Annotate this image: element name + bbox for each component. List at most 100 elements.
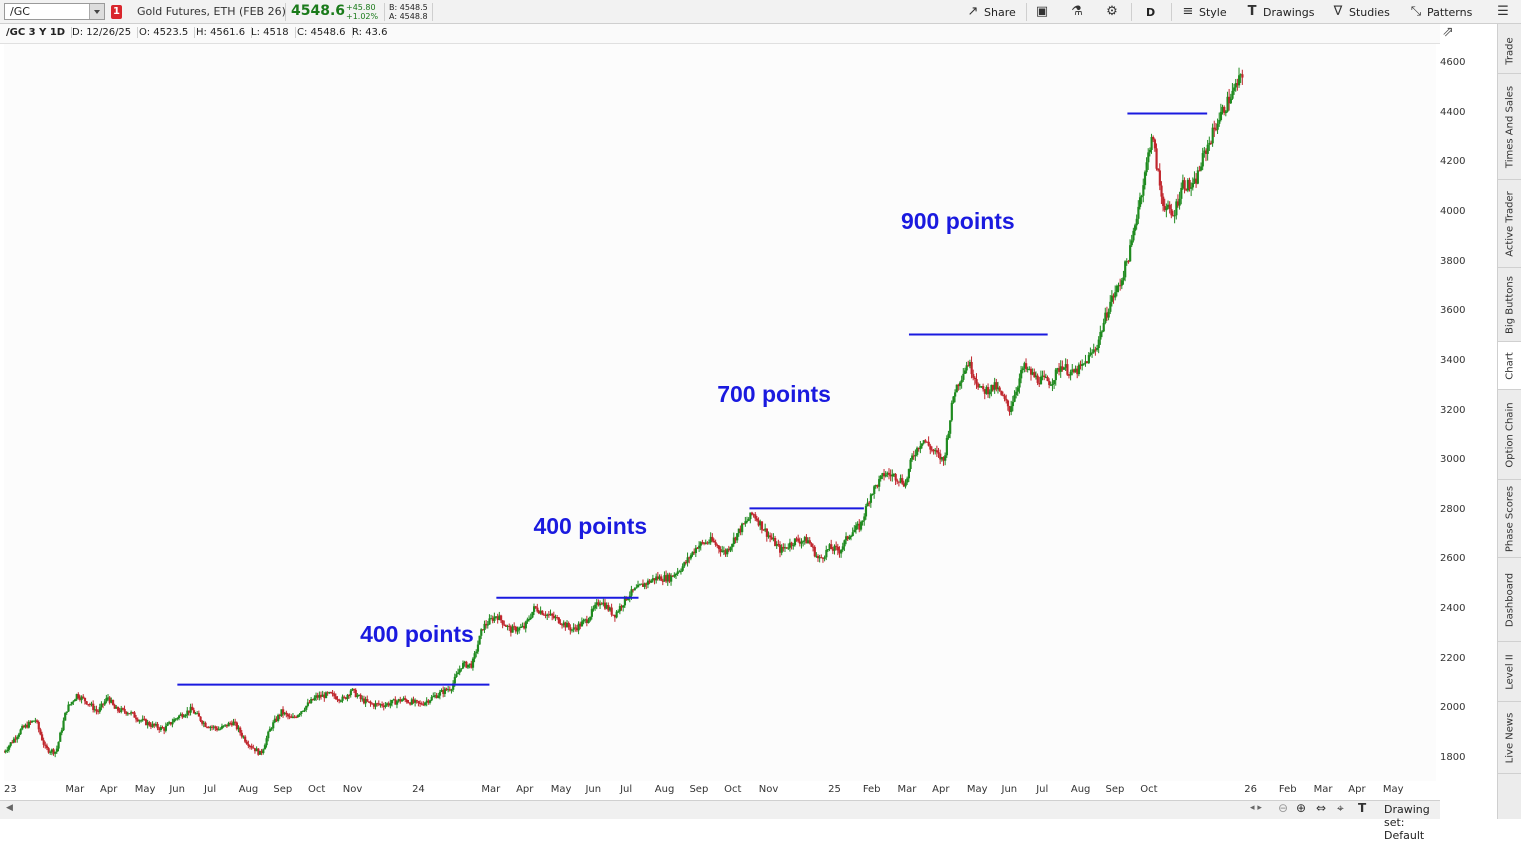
candle-body: [1071, 369, 1074, 372]
candle-body: [141, 718, 144, 721]
candle-body: [968, 361, 972, 366]
candle-body: [372, 704, 376, 707]
candle-body: [39, 729, 42, 735]
candle-body: [1041, 375, 1044, 377]
candle-body: [1185, 188, 1188, 191]
side-tab-trade[interactable]: Trade: [1498, 28, 1521, 74]
candle-body: [671, 575, 674, 577]
candle-body: [4, 750, 7, 752]
candle-body: [92, 703, 95, 710]
zoom-out-icon[interactable]: ⊖: [1278, 801, 1289, 815]
side-tab-chart[interactable]: Chart: [1498, 342, 1521, 390]
side-tab-option-chain[interactable]: Option Chain: [1498, 390, 1521, 480]
candle-body: [1048, 380, 1051, 385]
candle-body: [511, 626, 514, 633]
side-tab-live-news[interactable]: Live News: [1498, 702, 1521, 774]
candle-body: [1216, 123, 1219, 130]
drawing-set-label[interactable]: Drawing set: Default: [1384, 803, 1430, 842]
patterns-button[interactable]: ⤡ Patterns: [1409, 2, 1473, 22]
settings-button[interactable]: ⚙: [1105, 2, 1119, 22]
candle-body: [1226, 96, 1229, 112]
price-axis[interactable]: ⇗ 1800 2000 2200 2400 2600 2800 3000 3200 3400 36…: [1436, 24, 1496, 781]
candle-body: [922, 440, 925, 444]
candle-body: [945, 437, 948, 456]
candle-body: [382, 705, 385, 707]
candle-body: [821, 557, 825, 559]
studies-button[interactable]: ∇ Studies: [1331, 2, 1390, 22]
annotation-900-points[interactable]: 900 points: [900, 207, 1015, 234]
candle-body: [668, 574, 671, 582]
side-tab-times-and-sales[interactable]: Times And Sales: [1498, 74, 1521, 180]
candle-body: [1064, 364, 1067, 368]
side-tab-active-trader[interactable]: Active Trader: [1498, 180, 1521, 268]
candle-body: [716, 544, 719, 546]
zoom-in-icon[interactable]: ⊕: [1296, 801, 1307, 815]
time-tick-label: Mar: [897, 784, 917, 795]
candle-body: [105, 697, 108, 702]
annotation-400-points-2[interactable]: 400 points: [533, 512, 648, 539]
chart-mode-icon[interactable]: ⇗: [1442, 24, 1454, 40]
scroll-nav-icon[interactable]: ◂ ▸: [1250, 803, 1262, 813]
price-tick-label: 4400: [1440, 106, 1466, 118]
candle-body: [1043, 375, 1046, 378]
candle-body: [207, 727, 210, 729]
candle-body: [455, 674, 458, 677]
candle-body: [874, 485, 877, 487]
side-tab-level-ii[interactable]: Level II: [1498, 642, 1521, 702]
scroll-left-icon[interactable]: ◀: [6, 803, 13, 813]
candle-body: [242, 736, 245, 738]
symbol-input[interactable]: /GC: [4, 3, 105, 20]
candle-body: [521, 625, 524, 628]
candle-body: [409, 702, 412, 705]
candle-body: [706, 542, 709, 544]
candle-body: [1005, 398, 1008, 401]
candle-body: [734, 537, 737, 541]
candle-body: [348, 694, 351, 696]
price-chart[interactable]: 400 points 400 points 700 points 900 poi…: [4, 44, 1436, 781]
side-tab-big-buttons[interactable]: Big Buttons: [1498, 268, 1521, 342]
candle-body: [731, 544, 734, 548]
price-tick-label: 3000: [1440, 454, 1466, 466]
candle-body: [481, 629, 485, 631]
candle-body: [798, 541, 802, 544]
candle-body: [419, 702, 422, 704]
chart-lab-button[interactable]: ⚗: [1070, 2, 1084, 22]
candle-body: [673, 574, 676, 577]
candle-body: [196, 713, 199, 715]
style-button[interactable]: ≡ Style: [1181, 2, 1227, 22]
interval-button[interactable]: D: [1146, 2, 1155, 22]
annotation-400-points-1[interactable]: 400 points: [360, 620, 474, 647]
candle-body: [163, 728, 166, 731]
side-tab-dashboard[interactable]: Dashboard: [1498, 558, 1521, 642]
annotation-700-points[interactable]: 700 points: [717, 381, 831, 408]
candle-body: [324, 692, 328, 699]
candle-body: [1186, 179, 1190, 191]
symbol-dropdown-icon[interactable]: [89, 4, 104, 19]
candle-body: [135, 717, 138, 720]
text-tool-icon[interactable]: T: [1358, 801, 1367, 815]
candle-body: [130, 712, 133, 714]
candle-body: [329, 692, 333, 694]
time-tick-label: May: [1382, 784, 1404, 795]
candle-body: [967, 365, 970, 367]
candle-body: [257, 748, 260, 755]
candle-body: [777, 544, 780, 546]
share-button[interactable]: ↗ Share: [966, 2, 1016, 22]
side-tab-phase-scores[interactable]: Phase Scores: [1498, 480, 1521, 558]
candle-body: [1096, 348, 1099, 350]
candle-body: [1228, 96, 1231, 104]
candle-body: [892, 474, 896, 476]
menu-button[interactable]: ☰: [1496, 2, 1510, 22]
candle-body: [635, 587, 638, 589]
candle-body: [854, 525, 858, 530]
drawings-button[interactable]: T Drawings: [1245, 2, 1315, 22]
crosshair-icon[interactable]: ⌖: [1337, 801, 1344, 815]
link-group-badge[interactable]: 1: [111, 5, 122, 19]
candle-body: [780, 546, 783, 553]
candle-body: [579, 623, 582, 627]
snapshot-button[interactable]: ▣: [1035, 2, 1049, 22]
candle-body: [1198, 170, 1201, 172]
candle-body: [992, 384, 995, 390]
time-axis[interactable]: 23 Mar Apr May Jun Jul Aug Sep Oct Nov 24 Mar Apr May…: [4, 781, 1436, 801]
fit-icon[interactable]: ⇔: [1316, 801, 1327, 815]
